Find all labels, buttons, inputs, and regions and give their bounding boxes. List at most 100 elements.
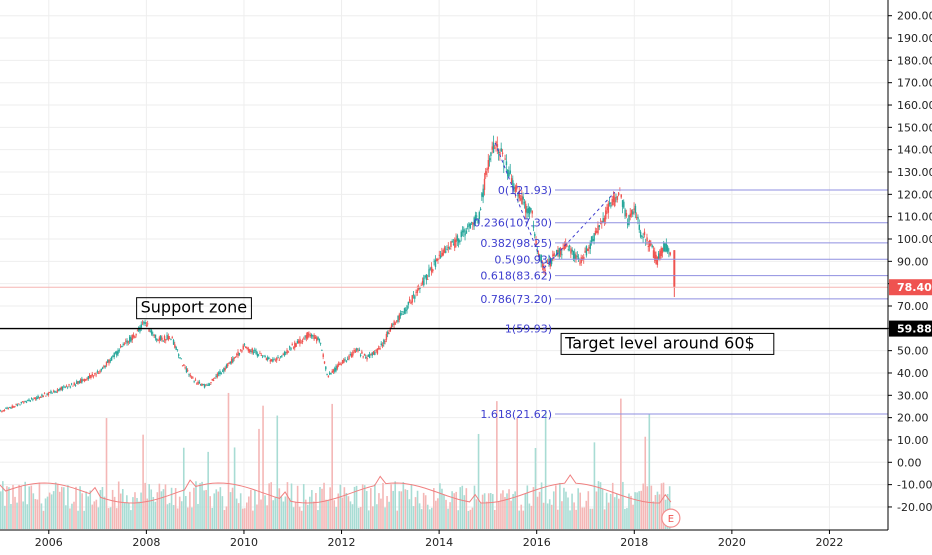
candle-body (375, 350, 377, 351)
candle-body (172, 339, 175, 345)
x-axis-tick-label: 2008 (132, 536, 160, 549)
volume-bar (550, 504, 553, 529)
earnings-marker-icon[interactable] (661, 508, 681, 528)
candle-body (287, 351, 290, 353)
fib-level-label[interactable]: 0.382(98.25) (480, 237, 552, 250)
y-axis-tick-label: 10.00 (897, 434, 929, 447)
candle-body (393, 321, 395, 325)
volume-bar (75, 486, 77, 529)
candle-body (224, 367, 226, 371)
volume-bar (132, 497, 134, 529)
candle-body (300, 342, 303, 344)
candle-body (464, 233, 466, 236)
candle-body (637, 217, 639, 220)
candle-body (430, 266, 433, 273)
y-axis-tick-label: 170.00 (897, 77, 932, 90)
candle-body (562, 247, 564, 249)
price-label-box[interactable] (889, 320, 932, 337)
candle-body (443, 247, 446, 253)
x-axis[interactable]: 2006 2008 2010 2012 2014 2016 2018 2020 2022 (0, 529, 888, 549)
candle-body (171, 337, 173, 338)
volume-bar (357, 507, 360, 529)
candle-body (612, 195, 615, 202)
volume-bar (144, 482, 146, 529)
volume-bar (343, 487, 346, 529)
candle-body (78, 381, 81, 384)
candle-body (639, 231, 642, 237)
candle-body (153, 334, 155, 336)
fibonacci-levels[interactable]: 0(121.93) 0.236(107.30) 0.382(98.25) 0.5(90… (473, 142, 888, 421)
volume-bar (485, 501, 488, 529)
candle-body (607, 203, 610, 213)
volume-bar (603, 509, 606, 529)
volume-bar (69, 508, 71, 529)
fib-level-label[interactable]: 1.618(21.62) (480, 408, 552, 421)
volume-bar (630, 495, 632, 529)
volume-bar (479, 503, 482, 529)
candle-body (358, 349, 361, 351)
volume-bar (660, 483, 663, 529)
volume-bar (656, 491, 659, 529)
volume-bar (567, 497, 569, 529)
y-axis-tick-label: 70.00 (897, 300, 929, 313)
fib-level-label[interactable]: 1(59.93) (505, 322, 552, 335)
candle-body (469, 223, 472, 229)
candle-body (558, 248, 561, 257)
volume-bar (569, 510, 571, 529)
fib-level-label[interactable]: 0.618(83.62) (480, 270, 552, 283)
volume-bar (512, 493, 514, 529)
fib-level-label[interactable]: 0.786(73.20) (480, 293, 552, 306)
volume-bar (284, 496, 287, 529)
annotation-text[interactable]: Support zone (141, 298, 248, 317)
candle-body (496, 144, 499, 148)
fib-level-label[interactable]: 0(121.93) (498, 184, 552, 197)
candle-body (336, 365, 339, 369)
candle-body (598, 225, 601, 228)
volume-bar (315, 493, 317, 529)
candle-body (396, 320, 398, 322)
candle-body (605, 210, 607, 220)
y-axis[interactable]: -20.00 -10.00 0.00 10.00 20.00 30.00 40.00 50.0… (887, 0, 932, 550)
candle-body (518, 191, 521, 199)
candle-body (476, 215, 478, 217)
candle-body (510, 178, 513, 184)
y-axis-tick-label: 190.00 (897, 32, 932, 45)
candle-body (363, 353, 366, 356)
candle-body (24, 401, 26, 402)
annotations[interactable]: Support zone Target level around 60$ E (136, 297, 775, 528)
candle-body (403, 308, 406, 314)
candle-body (34, 398, 37, 400)
candle-body (596, 230, 598, 233)
fib-level-label[interactable]: 0.5(90.93) (494, 253, 552, 266)
candle-body (456, 235, 459, 241)
volume-bar (38, 482, 41, 529)
candle-body (316, 337, 318, 342)
volume-bar (465, 488, 468, 529)
annotation-text[interactable]: Target level around 60$ (564, 333, 755, 352)
volume-bar (250, 489, 252, 529)
candle-body (237, 351, 239, 357)
candle-body (410, 301, 412, 304)
candle-body (227, 363, 229, 367)
price-label-box[interactable] (889, 279, 932, 296)
candle-body (638, 224, 641, 230)
candle-body (236, 354, 238, 356)
volume-bar (555, 485, 557, 529)
volume-bar (422, 492, 425, 529)
candle-body (647, 245, 650, 247)
volume-bar (258, 428, 260, 529)
candle-body (563, 244, 566, 250)
candle-body (354, 350, 357, 353)
candle-body (561, 254, 563, 256)
candle-body (611, 199, 613, 206)
candle-body (566, 245, 568, 247)
volume-bar (266, 505, 268, 529)
fib-level-label[interactable]: 0.236(107.30) (473, 217, 552, 230)
candle-body (451, 241, 453, 242)
volume-bar (215, 489, 218, 529)
candle-body (139, 327, 141, 332)
candle-body (5, 407, 7, 409)
candle-body (650, 242, 652, 246)
